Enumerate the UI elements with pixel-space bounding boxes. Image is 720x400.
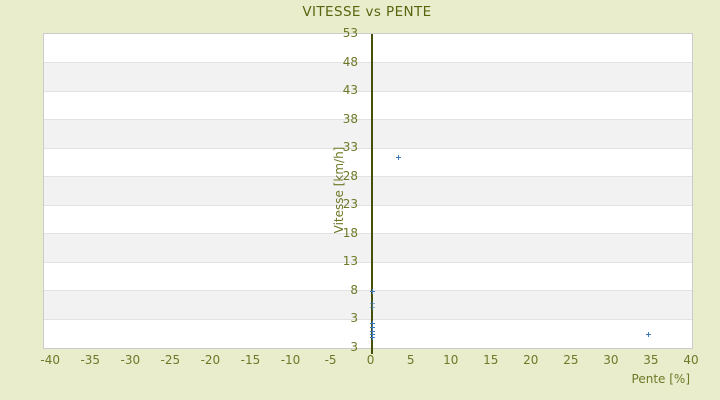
data-point-marker (645, 331, 651, 337)
y-tick-label: 13 (342, 254, 358, 269)
y-tick-label: 3 (350, 311, 358, 326)
data-point-marker (396, 155, 402, 161)
horizontal-gridline (44, 62, 692, 64)
y-tick-label: 53 (342, 26, 358, 40)
data-point-marker (369, 305, 375, 311)
x-tick-label: 40 (683, 353, 699, 367)
plot-band (44, 176, 692, 206)
plot-band (44, 34, 692, 63)
y-tick-label: 18 (342, 225, 358, 240)
data-point-marker (369, 321, 375, 327)
horizontal-gridline (44, 176, 692, 178)
x-tick-label: 5 (406, 353, 415, 367)
x-tick-label: -35 (80, 353, 101, 367)
x-tick-label: -20 (200, 353, 221, 367)
horizontal-gridline (44, 90, 692, 92)
data-point-marker (369, 331, 375, 337)
x-tick-label: 10 (443, 353, 459, 367)
plot-band (44, 233, 692, 263)
x-tick-label: 0 (366, 353, 375, 367)
horizontal-gridline (44, 290, 692, 292)
horizontal-gridline (44, 147, 692, 149)
y-tick-label: 48 (342, 54, 358, 69)
horizontal-gridline (44, 318, 692, 320)
x-tick-label: 15 (483, 353, 499, 367)
y-tick-label: 28 (342, 168, 358, 183)
x-tick-label: 25 (563, 353, 579, 367)
plot-band (44, 148, 692, 177)
x-tick-label: -5 (324, 353, 337, 367)
plot-band (44, 319, 692, 348)
y-tick-label: 38 (342, 111, 358, 126)
x-tick-label: -15 (240, 353, 261, 367)
x-tick-label: -40 (40, 353, 60, 367)
x-axis-title: Pente [%] (631, 372, 690, 386)
plot-band (44, 262, 692, 291)
plot-band (44, 205, 692, 234)
y-tick-label: 3 (350, 340, 358, 354)
data-point-marker (369, 328, 375, 334)
data-point-marker (369, 334, 375, 340)
chart-title: VITESSE vs PENTE (302, 4, 432, 20)
horizontal-gridline (44, 261, 692, 263)
y-axis-line (370, 34, 373, 354)
horizontal-gridline (44, 233, 692, 235)
plot-band (44, 91, 692, 120)
plot-band (44, 119, 692, 149)
y-tick-label: 8 (350, 282, 358, 297)
data-point-marker (369, 325, 375, 331)
y-tick-label: 43 (342, 83, 358, 98)
x-tick-label: -25 (160, 353, 181, 367)
y-tick-label: 33 (342, 140, 358, 155)
plot-band (44, 62, 692, 92)
y-tick-label: 23 (342, 197, 358, 212)
x-tick-label: -10 (280, 353, 301, 367)
horizontal-gridline (44, 119, 692, 121)
data-point-marker (369, 288, 375, 294)
x-tick-label: 20 (523, 353, 539, 367)
data-point-marker (369, 301, 375, 307)
x-tick-label: 35 (643, 353, 659, 367)
plot-area (43, 33, 693, 354)
x-tick-label: -30 (120, 353, 141, 367)
x-tick-label: 30 (603, 353, 619, 367)
plot-band (44, 290, 692, 320)
horizontal-gridline (44, 204, 692, 206)
